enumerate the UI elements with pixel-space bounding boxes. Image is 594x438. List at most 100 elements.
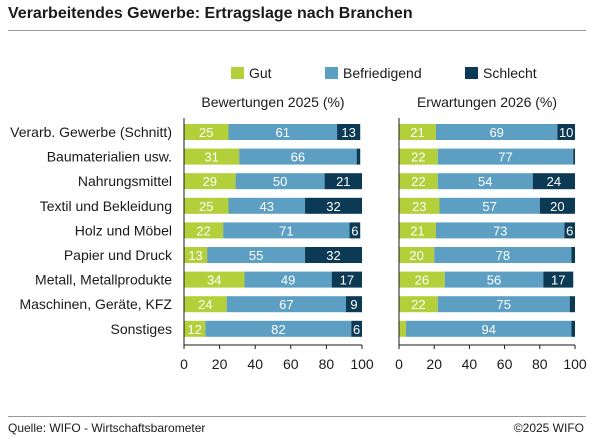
- bar-segment-befriedigend: [228, 197, 306, 214]
- x-tick-label: 40: [462, 356, 478, 372]
- bar-segment-gut: [184, 296, 227, 313]
- data-label: 66: [291, 150, 305, 165]
- bar-segment-gut: [399, 148, 438, 165]
- bar-segment-befriedigend: [439, 197, 540, 214]
- data-label: 21: [410, 223, 424, 238]
- bar-segment-befriedigend: [223, 222, 350, 239]
- x-tick-label: 80: [532, 356, 548, 372]
- bar-segment-schlecht: [569, 296, 575, 313]
- x-tick-label: 20: [212, 356, 228, 372]
- bar-segment-schlecht: [532, 173, 575, 190]
- bar-segment-gut: [399, 320, 407, 337]
- bar-segment-schlecht: [305, 197, 362, 214]
- bar-segment-schlecht: [539, 197, 575, 214]
- bar-segment-schlecht: [564, 222, 575, 239]
- data-label: 34: [207, 273, 221, 288]
- source-note: Quelle: WIFO - Wirtschaftsbarometer: [8, 421, 206, 435]
- data-label: 22: [411, 174, 425, 189]
- bar-segment-befriedigend: [228, 124, 338, 140]
- bar-segment-gut: [399, 222, 436, 239]
- bar-segment-gut: [399, 247, 435, 263]
- data-label: 67: [279, 297, 293, 312]
- data-label: 17: [551, 273, 565, 288]
- category-label: Holz und Möbel: [75, 222, 172, 238]
- panel-title: Bewertungen 2025 (%): [201, 94, 344, 110]
- data-label: 56: [487, 273, 501, 288]
- bar-segment-befriedigend: [434, 247, 572, 263]
- data-label: 78: [496, 248, 510, 263]
- bar-segment-gut: [399, 197, 440, 214]
- category-label: Textil und Bekleidung: [40, 198, 172, 214]
- data-label: 9: [350, 297, 357, 312]
- x-tick-label: 0: [180, 356, 188, 372]
- bar-segment-gut: [399, 296, 438, 313]
- x-tick-label: 20: [426, 356, 442, 372]
- data-label: 25: [199, 199, 213, 214]
- legend-label-schlecht: Schlecht: [483, 65, 537, 81]
- data-label: 22: [196, 223, 210, 238]
- bar-segment-befriedigend: [205, 320, 352, 337]
- data-label: 6: [566, 223, 573, 238]
- bar-segment-befriedigend: [435, 124, 558, 140]
- bar-segment-befriedigend: [406, 320, 572, 337]
- data-label: 24: [198, 297, 212, 312]
- data-label: 57: [482, 199, 496, 214]
- data-label: 23: [412, 199, 426, 214]
- data-label: 21: [336, 174, 350, 189]
- data-label: 29: [203, 174, 217, 189]
- data-label: 24: [547, 174, 561, 189]
- data-label: 13: [341, 125, 355, 140]
- bar-segment-gut: [184, 124, 229, 140]
- copyright-note: ©2025 WIFO: [513, 421, 584, 435]
- bar-segment-befriedigend: [435, 222, 565, 239]
- x-tick-label: 0: [395, 356, 403, 372]
- data-label: 54: [478, 174, 492, 189]
- bar-segment-schlecht: [571, 320, 575, 337]
- data-label: 94: [482, 322, 496, 337]
- data-label: 13: [188, 248, 202, 263]
- category-label: Maschinen, Geräte, KFZ: [19, 296, 172, 312]
- panel-title: Erwartungen 2026 (%): [417, 94, 557, 110]
- bar-segment-gut: [184, 173, 236, 190]
- x-tick-label: 100: [563, 356, 587, 372]
- bar-segment-befriedigend: [437, 296, 570, 313]
- category-label: Papier und Druck: [64, 247, 173, 263]
- data-label: 12: [187, 322, 201, 337]
- x-tick-label: 40: [247, 356, 263, 372]
- bar-segment-befriedigend: [444, 271, 544, 288]
- data-label: 6: [353, 322, 360, 337]
- category-label: Verarb. Gewerbe (Schnitt): [10, 124, 172, 140]
- data-label: 6: [351, 223, 358, 238]
- data-label: 77: [498, 150, 512, 165]
- bar-segment-schlecht: [331, 271, 362, 288]
- legend-label-gut: Gut: [249, 65, 272, 81]
- x-tick-label: 100: [350, 356, 374, 372]
- data-label: 50: [273, 174, 287, 189]
- bar-segment-schlecht: [345, 296, 362, 313]
- data-label: 17: [340, 273, 354, 288]
- data-label: 31: [204, 150, 218, 165]
- bar-segment-gut: [399, 124, 436, 140]
- data-label: 20: [409, 248, 423, 263]
- data-label: 75: [496, 297, 510, 312]
- data-label: 10: [559, 125, 573, 140]
- data-label: 21: [410, 125, 424, 140]
- data-label: 22: [411, 297, 425, 312]
- bar-segment-befriedigend: [235, 173, 325, 190]
- bar-segment-gut: [184, 148, 240, 165]
- data-label: 32: [326, 248, 340, 263]
- data-label: 25: [199, 125, 213, 140]
- data-label: 26: [415, 273, 429, 288]
- bar-segment-befriedigend: [244, 271, 332, 288]
- legend-swatch-schlecht: [465, 67, 478, 79]
- data-label: 61: [276, 125, 290, 140]
- category-label: Metall, Metallprodukte: [35, 272, 172, 288]
- x-tick-label: 60: [497, 356, 513, 372]
- data-label: 69: [489, 125, 503, 140]
- bar-segment-schlecht: [337, 124, 361, 140]
- data-label: 20: [550, 199, 564, 214]
- bar-segment-gut: [184, 247, 208, 263]
- bar-segment-befriedigend: [226, 296, 346, 313]
- bar-segment-schlecht: [349, 222, 361, 239]
